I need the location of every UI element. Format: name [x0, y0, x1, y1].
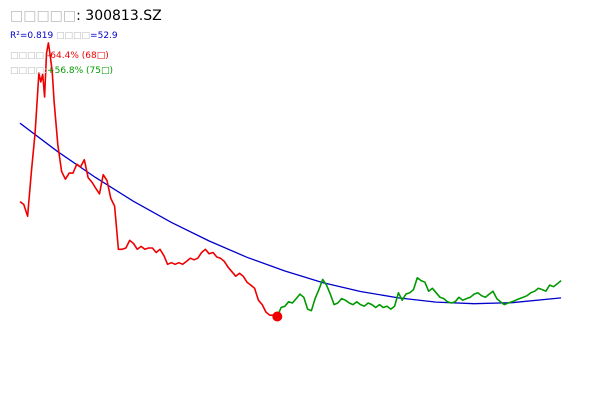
decline-series-line: [19, 42, 278, 318]
decline-value: -64.4% (68□): [47, 51, 109, 61]
fit-series-line: [19, 122, 562, 305]
decline-stat: □□□□:-64.4% (68□): [10, 51, 109, 61]
title-code: : 300813.SZ: [76, 8, 162, 24]
metric-value: =52.9: [90, 31, 118, 41]
low-point-marker: [272, 311, 283, 322]
metric-prefix: □□□□: [53, 31, 91, 41]
chart-title: □□□□□: 300813.SZ: [10, 8, 162, 24]
recovery-stat: □□□□:+56.8% (75□): [10, 66, 113, 76]
fit-stats: R²=0.819 □□□□=52.9: [10, 31, 118, 41]
recovery-prefix: □□□□:: [10, 66, 48, 76]
recovery-value: +56.8% (75□): [47, 66, 114, 76]
decline-prefix: □□□□:: [10, 51, 48, 61]
r2-label: R²=0.819: [10, 31, 54, 41]
recovery-series-line: [276, 276, 562, 317]
title-prefix: □□□□□: [10, 8, 77, 24]
series-layer: [19, 42, 562, 322]
